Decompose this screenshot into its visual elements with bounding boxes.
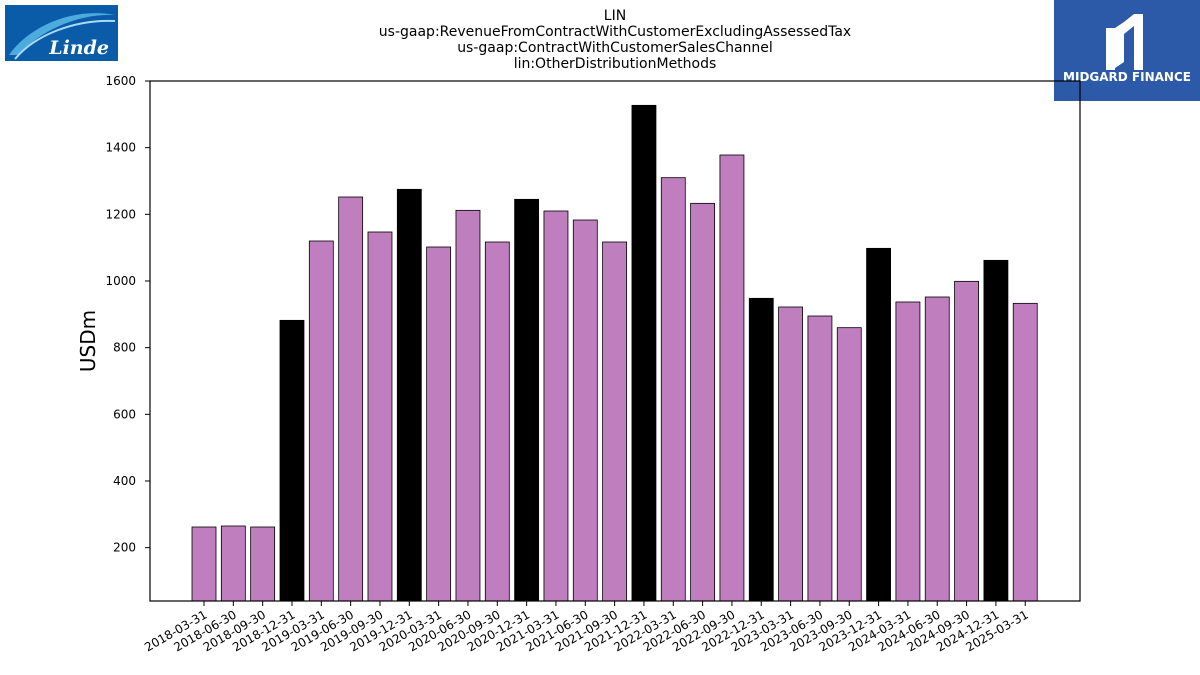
chart-title: LINus-gaap:RevenueFromContractWithCustom… <box>379 8 851 72</box>
bar <box>749 298 773 601</box>
bar <box>309 241 333 601</box>
bar <box>397 189 421 601</box>
y-tick-label: 600 <box>113 407 136 421</box>
bar <box>251 527 275 601</box>
y-tick-label: 400 <box>113 474 136 488</box>
bar <box>603 242 627 601</box>
bar <box>192 527 216 601</box>
bar <box>573 220 597 601</box>
bar <box>515 199 539 601</box>
bar <box>544 211 568 601</box>
chart-title-line: us-gaap:ContractWithCustomerSalesChannel <box>457 40 773 56</box>
bar <box>808 316 832 601</box>
y-tick-label: 1200 <box>105 207 136 221</box>
bar <box>837 328 861 601</box>
bar <box>867 248 891 601</box>
bars-group <box>192 105 1037 601</box>
y-tick-label: 800 <box>113 341 136 355</box>
bar <box>691 203 715 601</box>
bar <box>339 197 363 601</box>
chart-title-line: us-gaap:RevenueFromContractWithCustomerE… <box>379 24 851 40</box>
y-axis-label: USDm <box>76 310 100 372</box>
bar <box>720 155 744 601</box>
bar <box>925 297 949 601</box>
bar <box>427 247 451 601</box>
chart-title-line: LIN <box>604 8 626 24</box>
chart-title-line: lin:OtherDistributionMethods <box>514 56 717 72</box>
bar <box>456 210 480 601</box>
bar <box>779 307 803 601</box>
bar <box>661 178 685 601</box>
x-axis-ticks: 2018-03-312018-06-302018-09-302018-12-31… <box>142 601 1031 654</box>
bar <box>485 242 509 601</box>
bar <box>368 232 392 601</box>
bar <box>896 302 920 601</box>
bar <box>1013 303 1037 601</box>
y-tick-label: 200 <box>113 541 136 555</box>
bar <box>632 105 656 601</box>
y-tick-label: 1000 <box>105 274 136 288</box>
bar <box>955 281 979 601</box>
y-tick-label: 1600 <box>105 74 136 88</box>
bar <box>221 526 245 601</box>
bar <box>280 320 304 601</box>
bar <box>984 260 1008 601</box>
y-axis-ticks: 200 400 600 800 1000 1200 1400 1600 <box>105 74 150 555</box>
y-tick-label: 1400 <box>105 141 136 155</box>
